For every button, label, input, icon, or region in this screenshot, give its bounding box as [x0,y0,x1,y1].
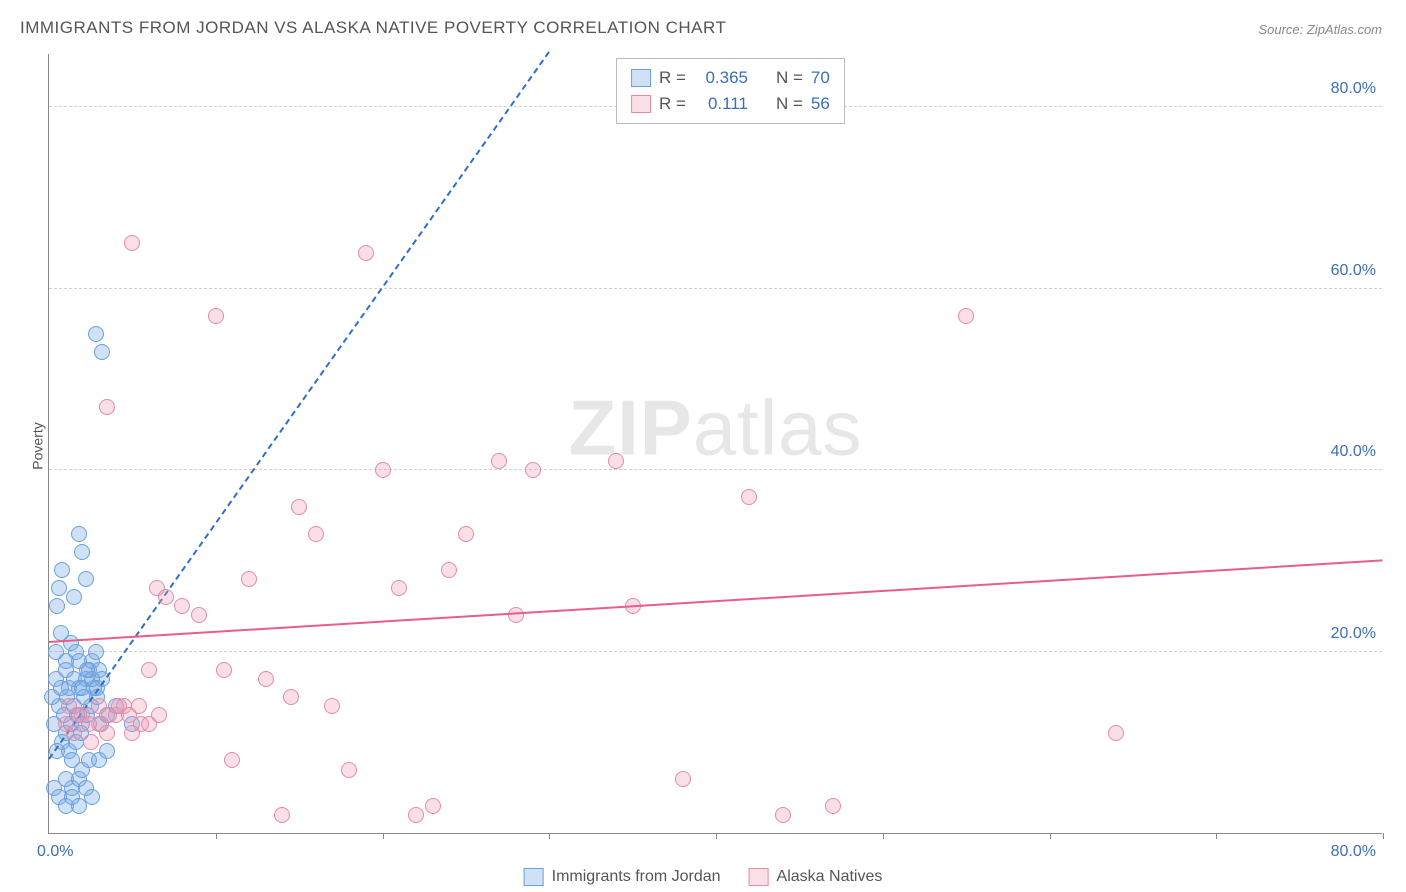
gridline [49,288,1382,289]
data-point [81,716,97,732]
y-tick-label: 40.0% [1331,443,1376,461]
data-point [775,807,791,823]
x-axis-max-label: 80.0% [1331,843,1376,861]
legend-item: Immigrants from Jordan [524,868,721,886]
x-tick [549,833,550,839]
n-label: N = [776,91,803,117]
data-point [241,571,257,587]
n-label: N = [776,65,803,91]
source-attribution: Source: ZipAtlas.com [1258,22,1382,37]
data-point [174,598,190,614]
data-point [358,245,374,261]
data-point [99,725,115,741]
data-point [341,762,357,778]
data-point [51,580,67,596]
chart-title: IMMIGRANTS FROM JORDAN VS ALASKA NATIVE … [20,18,726,38]
data-point [258,671,274,687]
data-point [391,580,407,596]
data-point [741,489,757,505]
data-point [1108,725,1124,741]
x-tick [383,833,384,839]
data-point [151,707,167,723]
r-label: R = [659,91,686,117]
legend-label: Alaska Natives [777,868,883,886]
legend-swatch [631,95,651,113]
r-label: R = [659,65,686,91]
legend-row: R = 0.111 N = 56 [631,91,830,117]
data-point [84,789,100,805]
trend-line [48,51,550,760]
data-point [208,308,224,324]
data-point [458,526,474,542]
correlation-legend: R = 0.365 N = 70 R = 0.111 N = 56 [616,58,845,124]
data-point [99,399,115,415]
data-point [491,453,507,469]
legend-swatch [524,868,544,886]
data-point [71,526,87,542]
gridline [49,469,1382,470]
data-point [375,462,391,478]
data-point [324,698,340,714]
x-tick [1216,833,1217,839]
series-legend: Immigrants from Jordan Alaska Natives [524,868,883,886]
legend-label: Immigrants from Jordan [552,868,721,886]
y-axis-label: Poverty [30,422,46,469]
x-tick [216,833,217,839]
x-tick [716,833,717,839]
data-point [283,689,299,705]
y-tick-label: 60.0% [1331,262,1376,280]
data-point [224,752,240,768]
y-tick-label: 20.0% [1331,625,1376,643]
data-point [74,544,90,560]
data-point [88,326,104,342]
data-point [83,734,99,750]
r-value: 0.111 [694,91,748,117]
gridline [49,651,1382,652]
data-point [274,807,290,823]
r-value: 0.365 [694,65,748,91]
data-point [66,725,82,741]
data-point [291,499,307,515]
data-point [54,562,70,578]
data-point [825,798,841,814]
x-axis-min-label: 0.0% [37,843,73,861]
x-tick [1383,833,1384,839]
data-point [408,807,424,823]
data-point [78,571,94,587]
x-tick [883,833,884,839]
data-point [158,589,174,605]
data-point [508,607,524,623]
legend-swatch [749,868,769,886]
data-point [958,308,974,324]
legend-item: Alaska Natives [749,868,883,886]
data-point [525,462,541,478]
n-value: 70 [811,65,830,91]
legend-swatch [631,69,651,87]
scatter-plot: ZIPatlas 0.0% 80.0% 20.0%40.0%60.0%80.0% [48,54,1382,834]
data-point [88,644,104,660]
data-point [216,662,232,678]
x-tick [1050,833,1051,839]
data-point [131,698,147,714]
data-point [94,344,110,360]
data-point [124,235,140,251]
legend-row: R = 0.365 N = 70 [631,65,830,91]
data-point [675,771,691,787]
data-point [608,453,624,469]
y-tick-label: 80.0% [1331,80,1376,98]
data-point [141,662,157,678]
data-point [441,562,457,578]
data-point [66,589,82,605]
n-value: 56 [811,91,830,117]
data-point [425,798,441,814]
data-point [191,607,207,623]
data-point [49,598,65,614]
data-point [99,743,115,759]
data-point [308,526,324,542]
